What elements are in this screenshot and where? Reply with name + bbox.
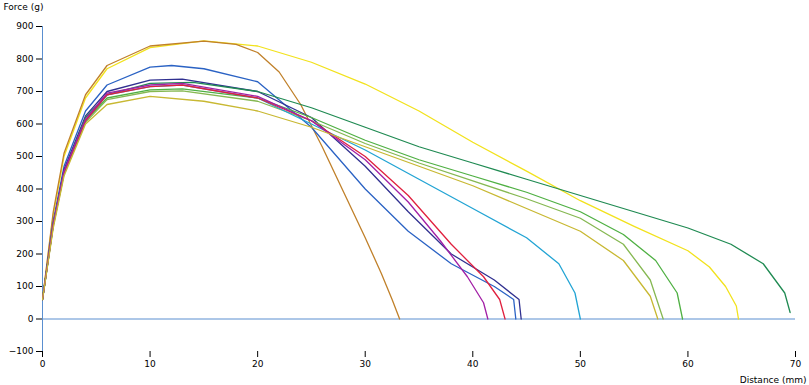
svg-text:Distance (mm): Distance (mm) (740, 375, 807, 385)
svg-text:60: 60 (682, 359, 694, 369)
svg-text:0: 0 (40, 359, 46, 369)
svg-text:40: 40 (467, 359, 479, 369)
svg-text:10: 10 (144, 359, 156, 369)
svg-text:100: 100 (16, 281, 33, 291)
svg-text:30: 30 (359, 359, 371, 369)
svg-text:600: 600 (16, 119, 33, 129)
svg-text:0: 0 (28, 314, 34, 324)
svg-text:70: 70 (790, 359, 802, 369)
svg-text:800: 800 (16, 54, 33, 64)
svg-text:Force (g): Force (g) (4, 2, 44, 12)
svg-text:20: 20 (252, 359, 264, 369)
svg-text:700: 700 (16, 86, 33, 96)
svg-text:50: 50 (575, 359, 587, 369)
svg-text:200: 200 (16, 249, 33, 259)
svg-text:−100: −100 (9, 346, 34, 356)
svg-text:500: 500 (16, 151, 33, 161)
svg-text:400: 400 (16, 184, 33, 194)
svg-text:900: 900 (16, 21, 33, 31)
svg-text:300: 300 (16, 216, 33, 226)
